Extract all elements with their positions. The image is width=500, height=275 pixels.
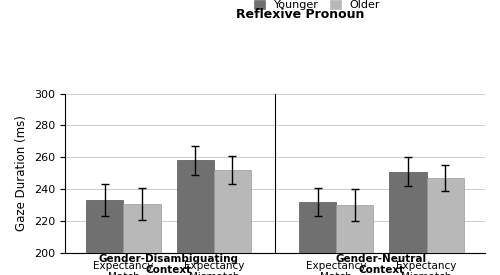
Text: Reflexive Pronoun: Reflexive Pronoun bbox=[236, 8, 364, 21]
Bar bbox=[86, 200, 124, 253]
Bar bbox=[299, 202, 336, 253]
Bar bbox=[426, 178, 464, 253]
Text: Gender-Neutral
Context: Gender-Neutral Context bbox=[336, 254, 427, 275]
Y-axis label: Gaze Duration (ms): Gaze Duration (ms) bbox=[16, 115, 28, 231]
Bar bbox=[124, 204, 160, 253]
Bar bbox=[214, 170, 251, 253]
Bar bbox=[336, 205, 374, 253]
Legend: Younger, Older: Younger, Older bbox=[254, 0, 380, 10]
Bar bbox=[390, 172, 426, 253]
Text: Gender-Disambiguating
Context: Gender-Disambiguating Context bbox=[98, 254, 238, 275]
Bar bbox=[176, 161, 214, 253]
